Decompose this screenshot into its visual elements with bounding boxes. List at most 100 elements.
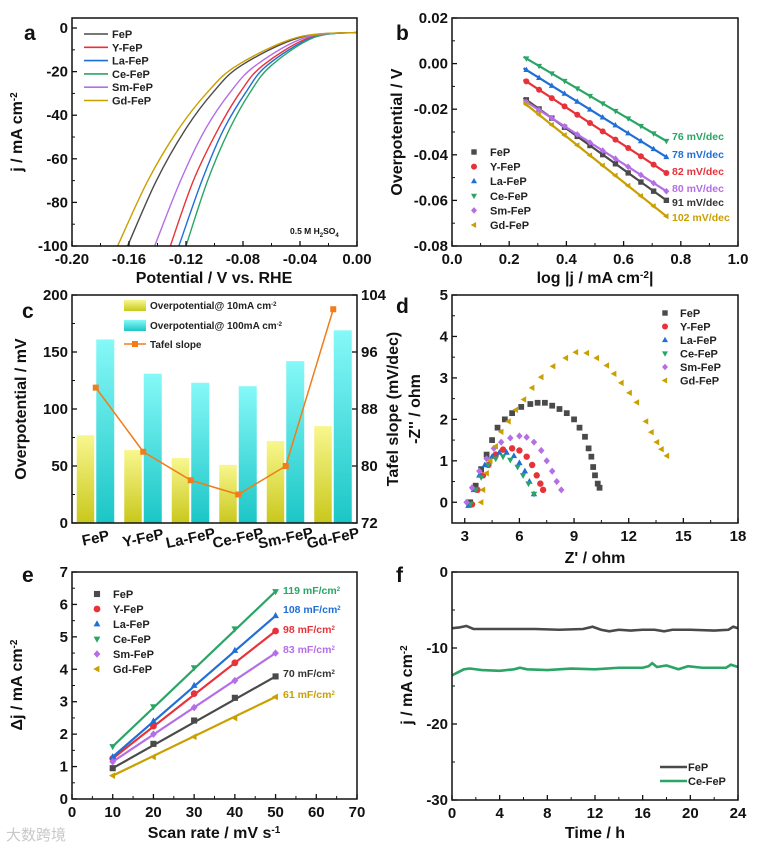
triangle-down-marker <box>650 131 657 137</box>
x-axis-label: Time / h <box>565 825 625 842</box>
triangle-left-marker <box>663 452 670 460</box>
y-tick-label: 0 <box>60 515 68 532</box>
triangle-down-marker <box>472 487 479 494</box>
diamond-marker <box>612 155 619 163</box>
legend-label: Sm-FeP <box>490 205 531 217</box>
legend-label: Gd-FeP <box>490 220 529 232</box>
triangle-down-marker <box>499 454 507 461</box>
triangle-left-marker <box>586 152 593 159</box>
cdl-superscript: 2 <box>337 587 341 593</box>
triangle-left-marker <box>537 373 544 381</box>
category-label: La-FeP <box>164 525 216 552</box>
triangle-left-marker <box>535 111 542 118</box>
x-tick-label: 12 <box>587 805 604 822</box>
triangle-up-marker <box>548 82 555 88</box>
lsv-curve-Y-FeP <box>169 31 357 246</box>
y2-tick-label: 72 <box>361 515 378 532</box>
triangle-up-marker <box>272 612 279 619</box>
cdl-text: 119 mF/cm <box>283 585 337 597</box>
triangle-left-marker <box>661 377 668 384</box>
square-marker <box>191 717 198 724</box>
circle-marker <box>508 445 516 452</box>
diamond-marker <box>150 730 157 738</box>
triangle-down-marker <box>514 464 521 471</box>
bar-100mA <box>191 382 210 523</box>
x-axis-label-text: Scan rate / mV s <box>148 825 272 842</box>
square-marker <box>556 406 563 412</box>
tafel-fit-line <box>522 55 668 143</box>
circle-marker <box>574 111 581 118</box>
x-tick-label: -0.04 <box>283 251 318 268</box>
legend-label: FeP <box>680 308 700 320</box>
stability-curve-Ce-FeP <box>451 661 739 677</box>
y-tick-label: 0.02 <box>419 10 448 27</box>
square-marker <box>471 149 477 155</box>
triangle-up-marker <box>503 449 510 455</box>
panel-letter: a <box>24 22 36 45</box>
square-marker <box>150 740 157 747</box>
legend-text: Overpotential@ 10mA cm <box>150 301 271 312</box>
triangle-left-marker <box>650 203 656 210</box>
square-marker <box>549 402 556 409</box>
circle-marker <box>637 153 644 160</box>
legend-label: Ce-FeP <box>113 634 151 646</box>
panel-letter: e <box>22 564 34 587</box>
lsv-curve-Ce-FeP <box>185 31 357 246</box>
bar-10mA <box>314 426 332 523</box>
y-axis-label-text: Δj / mA cm <box>9 648 26 730</box>
circle-marker <box>537 480 544 487</box>
x-tick-label: 1.0 <box>728 251 749 268</box>
legend-swatch <box>124 320 146 331</box>
circle-marker <box>272 627 279 635</box>
tafel-slope-marker <box>235 491 242 498</box>
x-tick-label: 20 <box>145 804 162 821</box>
bar-10mA <box>76 435 95 523</box>
category-label: Gd-FeP <box>305 525 361 553</box>
y-tick-label: 0 <box>440 564 448 581</box>
y-tick-label: 50 <box>51 458 68 475</box>
square-marker <box>231 694 238 701</box>
y-tick-label: 0 <box>440 494 448 511</box>
x-tick-label: 10 <box>104 804 121 821</box>
diamond-marker <box>523 433 530 441</box>
triangle-left-marker <box>231 714 238 722</box>
triangle-up-marker <box>231 646 239 653</box>
cdl-text: 83 mF/cm <box>283 644 331 656</box>
triangle-left-marker <box>653 438 660 446</box>
square-marker <box>93 590 101 598</box>
circle-marker <box>612 136 619 143</box>
legend-label: Sm-FeP <box>680 362 721 374</box>
triangle-left-marker <box>477 499 484 506</box>
legend-label: La-FeP <box>113 619 150 631</box>
diamond-marker <box>109 757 117 766</box>
y-axis-label: j / mA cm-2 <box>399 645 417 726</box>
diamond-marker <box>463 498 470 506</box>
triangle-left-marker <box>603 362 610 369</box>
cdl-label: 98 mF/cm2 <box>283 624 335 636</box>
panel-letter: b <box>396 22 409 45</box>
cdl-label: 70 mF/cm2 <box>283 668 335 680</box>
triangle-left-marker <box>549 363 556 370</box>
y-axis-label-superscript: -2 <box>399 645 410 654</box>
circle-marker <box>528 461 536 469</box>
cdl-superscript: 2 <box>331 670 335 676</box>
legend-label: Y-FeP <box>490 162 521 174</box>
square-marker <box>592 472 598 479</box>
square-marker <box>625 170 631 176</box>
triangle-left-marker <box>583 349 590 357</box>
x-tick-label: 0 <box>448 805 456 822</box>
y2-tick-label: 96 <box>361 344 378 361</box>
diamond-marker <box>662 363 668 371</box>
lsv-curve-FeP <box>126 31 357 246</box>
triangle-up-marker <box>190 681 198 688</box>
legend-label: Overpotential@ 10mA cm-2 <box>150 301 277 312</box>
square-marker <box>483 451 490 458</box>
square-marker <box>509 410 515 417</box>
square-marker <box>588 453 595 460</box>
triangle-left-marker <box>562 354 569 362</box>
y-axis-label-text: Overpotential / mV <box>13 338 30 480</box>
y-tick-label: -20 <box>46 64 68 81</box>
bar-100mA <box>96 339 115 523</box>
circle-marker <box>539 486 547 494</box>
